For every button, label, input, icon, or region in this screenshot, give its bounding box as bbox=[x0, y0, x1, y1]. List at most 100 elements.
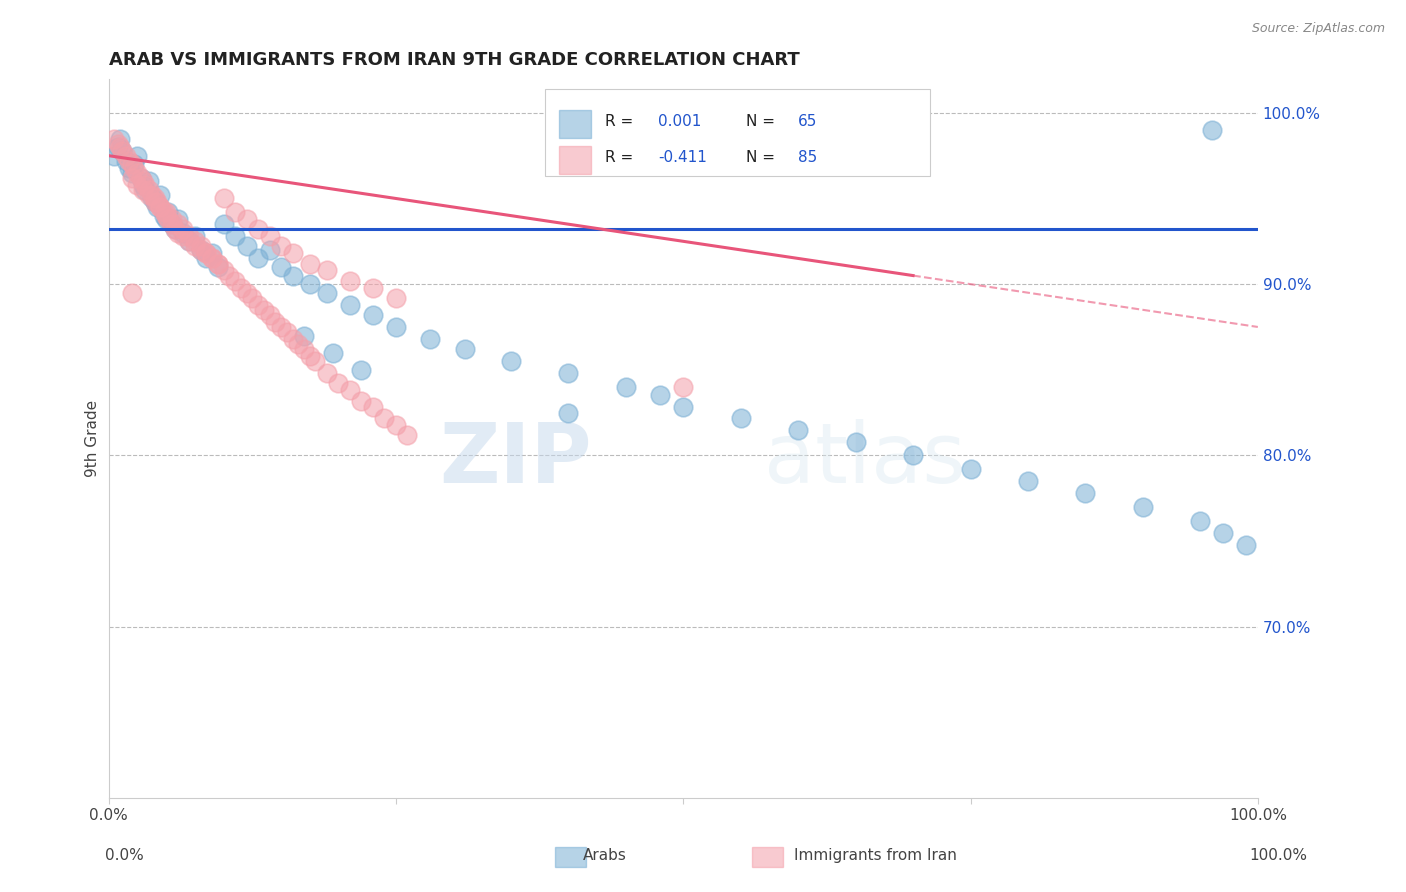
Point bbox=[212, 192, 235, 206]
Text: -0.411: -0.411 bbox=[658, 150, 707, 165]
Point bbox=[108, 131, 131, 145]
Point bbox=[127, 178, 149, 192]
Point bbox=[107, 136, 129, 151]
Y-axis label: 9th Grade: 9th Grade bbox=[86, 400, 100, 477]
Point bbox=[276, 325, 298, 339]
Point bbox=[166, 212, 188, 227]
Point bbox=[259, 243, 281, 257]
Text: Source: ZipAtlas.com: Source: ZipAtlas.com bbox=[1251, 22, 1385, 36]
Point bbox=[240, 291, 263, 305]
Point bbox=[121, 166, 143, 180]
Point bbox=[122, 161, 145, 175]
Point bbox=[212, 263, 235, 277]
Point bbox=[224, 229, 246, 244]
Point bbox=[195, 252, 218, 266]
Point bbox=[152, 209, 174, 223]
Point bbox=[218, 268, 240, 283]
Point bbox=[207, 260, 229, 274]
Point bbox=[339, 274, 361, 288]
Point bbox=[298, 256, 321, 270]
Point bbox=[396, 428, 419, 442]
Point bbox=[224, 205, 246, 219]
Text: Arabs: Arabs bbox=[582, 848, 627, 863]
Text: Immigrants from Iran: Immigrants from Iran bbox=[794, 848, 957, 863]
Point bbox=[166, 217, 188, 231]
Point bbox=[157, 205, 180, 219]
Point bbox=[146, 200, 169, 214]
Point bbox=[138, 174, 160, 188]
Point bbox=[235, 285, 257, 300]
Point bbox=[118, 153, 141, 168]
Point bbox=[121, 157, 143, 171]
Point bbox=[207, 256, 229, 270]
Point bbox=[190, 239, 212, 253]
Point bbox=[264, 315, 287, 329]
Point bbox=[298, 349, 321, 363]
Point bbox=[184, 239, 207, 253]
Point bbox=[160, 217, 183, 231]
Point bbox=[247, 222, 270, 236]
Point bbox=[149, 200, 172, 214]
Point bbox=[166, 226, 188, 240]
Point bbox=[184, 229, 207, 244]
Point bbox=[959, 462, 981, 476]
Point bbox=[143, 194, 166, 209]
Point bbox=[235, 212, 257, 227]
Point bbox=[132, 174, 155, 188]
Point bbox=[143, 194, 166, 209]
Point bbox=[177, 229, 200, 244]
Point bbox=[339, 384, 361, 398]
Point bbox=[132, 183, 155, 197]
Point bbox=[108, 140, 131, 154]
Point bbox=[316, 285, 339, 300]
Point bbox=[292, 343, 315, 357]
Point bbox=[419, 332, 441, 346]
Point bbox=[322, 345, 344, 359]
Point bbox=[134, 183, 156, 197]
Point bbox=[259, 229, 281, 244]
Text: R =: R = bbox=[605, 114, 638, 129]
Point bbox=[845, 434, 868, 449]
Point bbox=[107, 140, 129, 154]
Point bbox=[121, 285, 143, 300]
Point bbox=[229, 280, 252, 294]
Point bbox=[207, 256, 229, 270]
Point bbox=[304, 354, 326, 368]
Point bbox=[557, 406, 579, 420]
Point bbox=[298, 277, 321, 292]
Point bbox=[385, 291, 408, 305]
Point bbox=[118, 161, 141, 175]
Point bbox=[270, 320, 292, 334]
Point bbox=[614, 380, 637, 394]
Text: ARAB VS IMMIGRANTS FROM IRAN 9TH GRADE CORRELATION CHART: ARAB VS IMMIGRANTS FROM IRAN 9TH GRADE C… bbox=[108, 51, 800, 69]
Point bbox=[155, 209, 177, 223]
Point bbox=[281, 268, 304, 283]
Point bbox=[253, 302, 276, 317]
Point bbox=[134, 178, 156, 192]
Text: 65: 65 bbox=[799, 114, 817, 129]
Point bbox=[172, 226, 194, 240]
Point bbox=[141, 192, 163, 206]
Text: N =: N = bbox=[747, 114, 780, 129]
Point bbox=[247, 298, 270, 312]
Point bbox=[172, 229, 194, 244]
Point bbox=[1132, 500, 1154, 514]
Point bbox=[672, 380, 695, 394]
Point bbox=[103, 149, 125, 163]
Point bbox=[190, 243, 212, 257]
Point bbox=[141, 188, 163, 202]
Point bbox=[160, 217, 183, 231]
Bar bbox=[560, 146, 592, 174]
Text: 100.0%: 100.0% bbox=[1250, 848, 1308, 863]
Point bbox=[247, 252, 270, 266]
Point bbox=[385, 320, 408, 334]
Point bbox=[373, 410, 395, 425]
Text: 0.0%: 0.0% bbox=[105, 848, 145, 863]
Point bbox=[201, 246, 224, 260]
Point bbox=[149, 200, 172, 214]
Point bbox=[270, 239, 292, 253]
Point bbox=[195, 246, 218, 260]
Point bbox=[177, 235, 200, 249]
Point bbox=[361, 308, 384, 322]
Point bbox=[138, 183, 160, 197]
